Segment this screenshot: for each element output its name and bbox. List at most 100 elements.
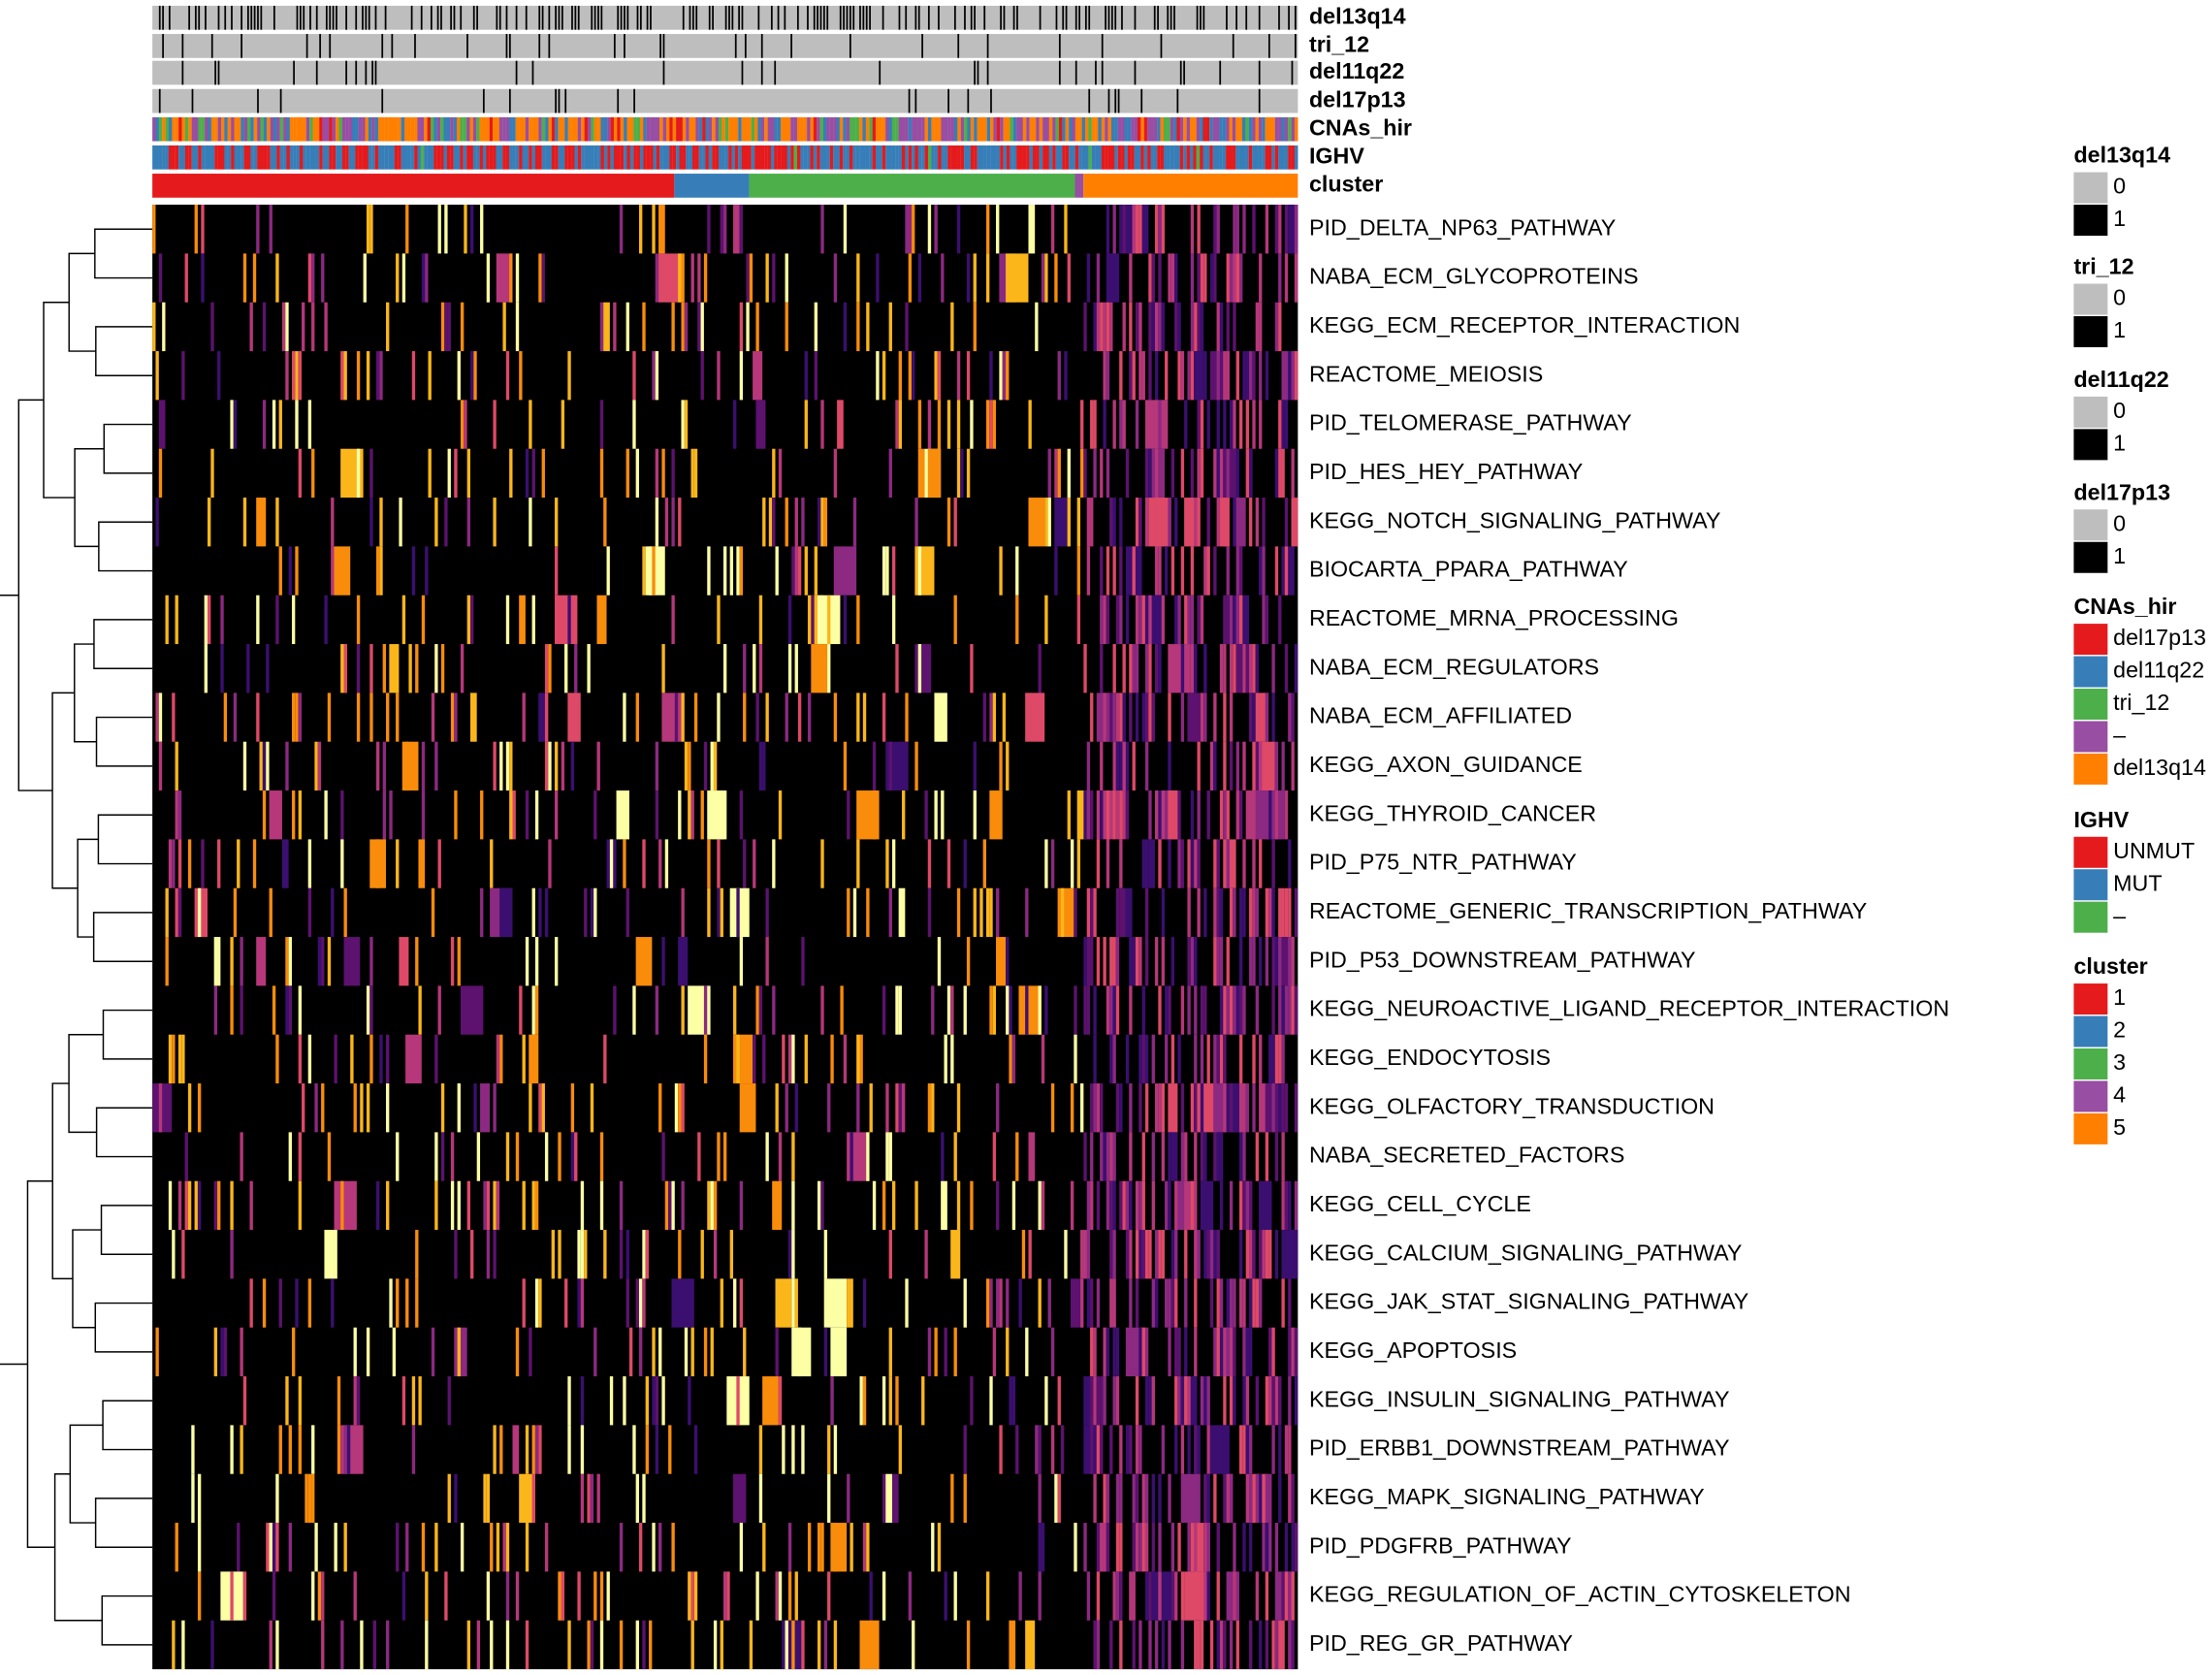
track-tick [741,60,744,85]
heatmap-texture [1109,937,1113,986]
track-cell [1072,145,1075,170]
heatmap-texture [486,1180,491,1231]
heatmap-texture [1006,741,1010,791]
heatmap-texture [1044,985,1048,1035]
heatmap-texture [791,1620,795,1670]
track-cell [869,116,873,142]
track-tick [162,5,164,30]
heatmap-texture [1226,937,1230,986]
heatmap-texture [1238,1230,1243,1279]
track-cell [656,116,660,142]
heatmap-texture [1238,1425,1243,1474]
heatmap-texture [1041,1180,1045,1231]
track-tick [162,34,164,58]
track-cell [231,145,235,170]
heatmap-texture [168,1180,173,1231]
track-cell [365,116,369,142]
track-cell [1088,116,1092,142]
track-cell [348,145,353,170]
heatmap-texture [791,546,795,596]
track-cell [1137,145,1141,170]
heatmap-texture [1093,400,1097,449]
track-tick [777,5,780,30]
heatmap-texture [425,1620,429,1670]
track-tick [734,34,737,58]
heatmap-texture [1252,351,1256,401]
cluster-segment [749,174,1075,198]
heatmap-texture [953,1327,957,1377]
track-cell [538,116,542,142]
track-tick [1000,5,1002,30]
heatmap-texture [473,351,477,401]
heatmap-texture [1274,1523,1279,1572]
track-cell [1258,145,1263,170]
heatmap-texture [638,205,643,254]
row-label: KEGG_INSULIN_SIGNALING_PATHWAY [1309,1386,1730,1411]
track-tick [633,88,635,113]
track-cell [246,145,251,170]
track-cell [450,145,454,170]
heatmap-texture [1197,595,1201,645]
heatmap-texture [1132,205,1136,254]
heatmap-texture [856,302,860,352]
heatmap-texture [450,693,455,742]
heatmap-texture [1223,1034,1227,1084]
heatmap-texture [1174,1327,1178,1377]
heatmap-texture [882,1180,886,1231]
heatmap-texture [1154,205,1159,254]
track-cell [633,116,637,142]
heatmap-texture [1106,546,1110,596]
track-tick [784,5,786,30]
heatmap-texture [1274,937,1279,986]
heatmap-texture [992,985,997,1035]
track-tick [391,34,394,58]
heatmap-texture [538,1278,542,1328]
row-label: KEGG_OLFACTORY_TRANSDUCTION [1309,1093,1715,1118]
heatmap-texture [1038,1571,1042,1621]
heatmap-texture [944,1327,947,1377]
heatmap-texture [1265,1571,1269,1621]
track-cell [505,145,510,170]
heatmap-texture [1090,1278,1094,1328]
track-tick [332,5,335,30]
heatmap-texture [369,498,373,547]
heatmap-texture [1151,1278,1155,1328]
heatmap-texture [956,1083,961,1133]
heatmap-texture [801,1425,805,1474]
heatmap-texture [217,839,221,888]
track-cell [246,116,251,142]
track-cell [938,116,942,142]
track-cell [970,145,975,170]
track-cell [1226,145,1230,170]
heatmap-texture [1168,693,1171,742]
legend-swatch [2073,624,2108,656]
track-cell [564,116,568,142]
track-tick [315,5,318,30]
track-tick [460,5,463,30]
track-cell [974,145,978,170]
heatmap-texture [1093,1083,1097,1133]
row-label: PID_HES_HEY_PATHWAY [1309,459,1583,484]
heatmap-texture [343,1425,347,1474]
heatmap-texture [1161,302,1166,352]
heatmap-texture [882,1376,886,1426]
heatmap-texture [177,887,182,938]
heatmap-texture [739,1083,756,1133]
track-cell [152,116,156,142]
track-cell [493,116,497,142]
heatmap-texture [1119,1425,1123,1474]
heatmap-texture [768,498,773,547]
heatmap-texture [321,1620,325,1670]
track-cell [175,116,179,142]
heatmap-texture [791,1278,795,1328]
track-cell [724,116,729,142]
track-cell [168,145,173,170]
heatmap-texture [1278,1083,1282,1133]
heatmap-texture [1154,1620,1159,1670]
track-cell [545,145,549,170]
track-cell [796,145,801,170]
heatmap-texture [1271,693,1275,742]
heatmap-texture [401,1571,406,1621]
heatmap-texture [1006,1278,1010,1328]
track-tick [879,60,882,85]
